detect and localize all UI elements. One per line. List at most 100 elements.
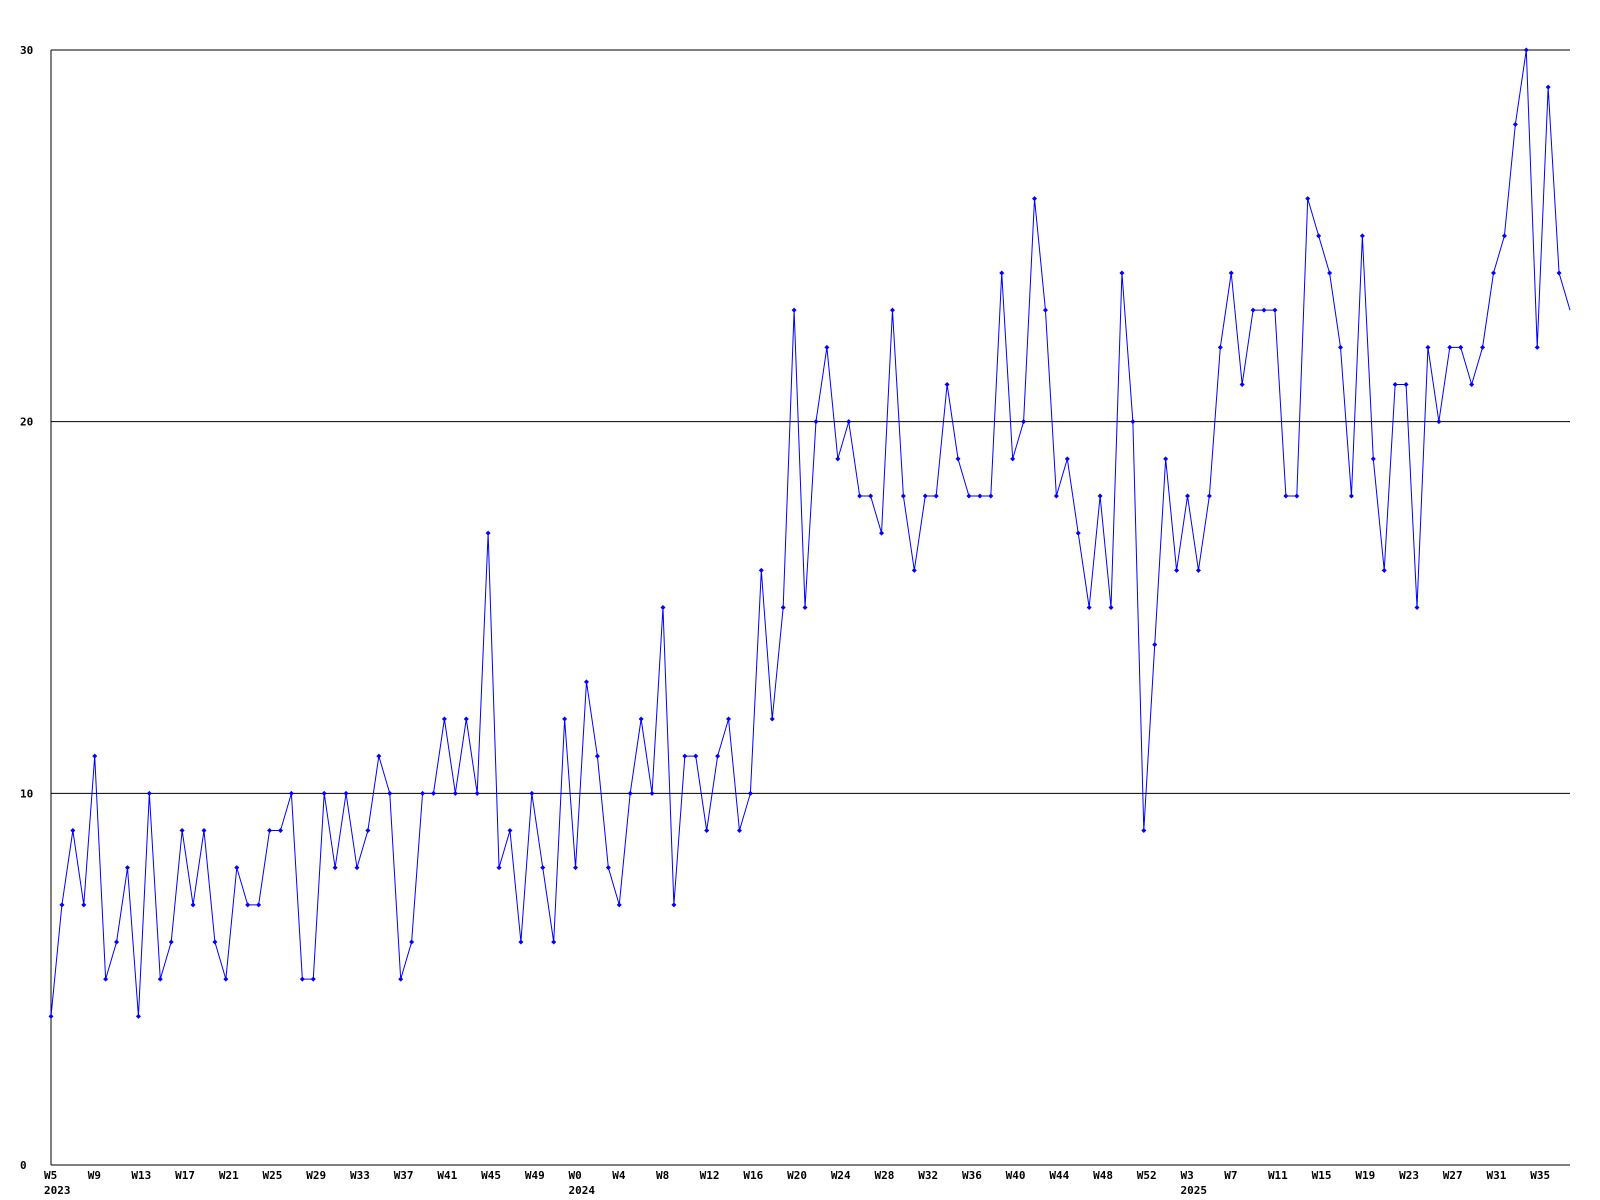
data-point <box>1075 530 1081 536</box>
data-point <box>955 456 961 462</box>
data-point <box>146 790 152 796</box>
data-point <box>1272 307 1278 313</box>
data-point <box>1217 344 1223 350</box>
data-point <box>245 902 251 908</box>
data-point <box>627 790 633 796</box>
data-point <box>1436 419 1442 425</box>
data-point <box>321 790 327 796</box>
data-point <box>1414 605 1420 610</box>
data-point <box>398 976 404 982</box>
data-point <box>179 828 185 833</box>
x-tick-label: W37 <box>394 1169 414 1182</box>
data-point <box>157 976 163 982</box>
data-point <box>1523 47 1529 53</box>
data-point <box>540 865 546 871</box>
data-line <box>50 49 1571 1017</box>
data-point <box>420 790 426 796</box>
data-point <box>824 344 830 350</box>
x-tick-label: W5 <box>44 1169 57 1182</box>
data-point <box>1042 307 1048 313</box>
data-point <box>999 270 1005 276</box>
data-point <box>1185 493 1191 499</box>
data-point <box>1064 456 1070 462</box>
data-point <box>234 865 240 871</box>
data-point <box>1370 456 1376 462</box>
x-tick-label: W21 <box>219 1169 239 1182</box>
data-point <box>1239 382 1245 387</box>
x-tick-label: W3 <box>1181 1169 1194 1182</box>
data-point <box>1053 493 1059 499</box>
x-tick-label: W8 <box>656 1169 669 1182</box>
data-point <box>682 753 688 759</box>
x-tick-label: W33 <box>350 1169 370 1182</box>
data-point <box>857 493 863 499</box>
data-point <box>1447 344 1453 350</box>
x-tick-label: W29 <box>306 1169 326 1182</box>
x-tick-label: W13 <box>131 1169 151 1182</box>
data-point <box>354 865 360 871</box>
data-point <box>889 307 895 313</box>
data-point <box>430 790 436 796</box>
data-point <box>485 530 491 536</box>
data-point <box>551 939 557 945</box>
data-point <box>332 865 338 871</box>
data-point <box>135 1013 141 1019</box>
x-tick-label: W32 <box>918 1169 938 1182</box>
data-point <box>769 716 775 722</box>
x-tick-label: W11 <box>1268 1169 1288 1182</box>
data-point <box>267 828 273 833</box>
data-point <box>1228 270 1234 276</box>
data-point <box>649 790 655 796</box>
data-point <box>496 865 502 871</box>
x-tick-label: W7 <box>1224 1169 1237 1182</box>
data-point <box>1556 270 1562 276</box>
data-point <box>715 753 721 759</box>
data-point <box>114 939 120 945</box>
x-tick-label: W45 <box>481 1169 501 1182</box>
data-point <box>387 790 393 796</box>
x-tick-label: W20 <box>787 1169 807 1182</box>
data-point <box>911 567 917 573</box>
data-point <box>605 865 611 871</box>
data-point <box>518 939 524 945</box>
y-tick-label: 10 <box>20 787 33 800</box>
data-point <box>1141 828 1147 833</box>
data-point <box>922 493 928 499</box>
data-point <box>529 790 535 796</box>
x-tick-label: W40 <box>1006 1169 1026 1182</box>
data-point <box>59 902 65 908</box>
data-point <box>1130 419 1136 425</box>
year-label: 2023 <box>44 1184 71 1197</box>
data-point <box>1021 419 1027 425</box>
data-point <box>704 828 710 833</box>
data-point <box>868 493 874 499</box>
x-tick-label: W12 <box>700 1169 720 1182</box>
data-point <box>583 679 589 685</box>
data-point <box>365 828 371 833</box>
data-point <box>638 716 644 722</box>
y-tick-label: 20 <box>20 416 33 429</box>
data-point <box>1316 233 1322 239</box>
year-label: 2024 <box>569 1184 596 1197</box>
data-point <box>1403 382 1409 387</box>
data-point <box>1348 493 1354 499</box>
data-point <box>190 902 196 908</box>
data-point <box>758 567 764 573</box>
data-point <box>835 456 841 462</box>
data-point <box>1108 605 1114 610</box>
data-point <box>1174 567 1180 573</box>
data-point <box>1250 307 1256 313</box>
x-tick-label: W49 <box>525 1169 545 1182</box>
data-point <box>48 1013 54 1019</box>
data-point <box>376 753 382 759</box>
y-tick-label: 0 <box>20 1159 27 1172</box>
data-point <box>507 828 513 833</box>
data-point <box>103 976 109 982</box>
data-point <box>988 493 994 499</box>
data-point <box>693 753 699 759</box>
data-point <box>933 493 939 499</box>
year-label: 2025 <box>1181 1184 1208 1197</box>
x-tick-label: W25 <box>263 1169 283 1182</box>
data-point <box>791 307 797 313</box>
